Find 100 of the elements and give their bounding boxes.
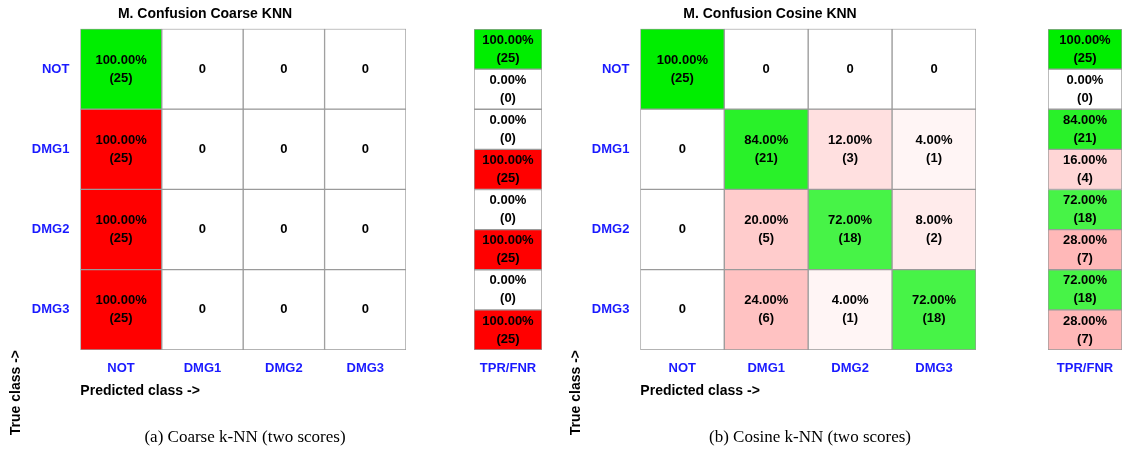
data-label: 16.00% [1062, 152, 1108, 168]
annotation: (21) [1073, 129, 1097, 145]
annotation: (25) [109, 69, 133, 85]
data-label: 0 [361, 60, 369, 76]
data-label: 100.00% [482, 312, 535, 328]
y-tick-label: NOT [601, 60, 630, 76]
text: (b) Cosine k-NN (two scores) [708, 427, 912, 447]
data-label: 0.00% [489, 111, 527, 127]
x-tick-label: DMG1 [747, 360, 786, 376]
x-tick-label: DMG3 [915, 360, 953, 376]
data-label: 0 [280, 60, 288, 76]
x-axis-title: Predicted class -> [640, 382, 760, 399]
data-label: 72.00% [828, 212, 873, 228]
data-label: 72.00% [912, 292, 957, 308]
data-label: 4.00% [915, 131, 953, 147]
y-tick-label: DMG1 [31, 140, 70, 156]
annotation: (25) [496, 49, 520, 65]
annotation: (18) [1073, 290, 1097, 306]
annotation: (25) [1073, 49, 1097, 65]
y-tick-label: DMG3 [31, 301, 70, 317]
annotation: (25) [496, 250, 520, 266]
annotation: (7) [1077, 330, 1093, 346]
data-label: 0 [280, 221, 288, 237]
y-tick-label: NOT [41, 60, 70, 76]
chart-title: M. Confusion Coarse KNN [117, 5, 293, 22]
data-label: 0 [762, 60, 770, 76]
annotation: (0) [500, 129, 516, 145]
data-label: 100.00% [482, 232, 535, 248]
data-label: 100.00% [482, 31, 535, 47]
annotation: (1) [842, 310, 859, 326]
annotation: (0) [1077, 89, 1093, 105]
data-label: 28.00% [1062, 312, 1108, 328]
x-tick-label: DMG2 [265, 360, 303, 376]
x-tick-label: NOT [668, 360, 697, 376]
data-label: 0 [678, 221, 686, 237]
annotation: (21) [754, 149, 778, 165]
annotation: (25) [496, 330, 520, 346]
data-label: 0 [846, 60, 854, 76]
data-label: 0 [930, 60, 938, 76]
data-label: 0 [361, 221, 369, 237]
annotation: (4) [1077, 170, 1093, 186]
annotation: (25) [109, 149, 133, 165]
data-label: 28.00% [1062, 232, 1108, 248]
annotation: (1) [926, 149, 942, 165]
data-label: 84.00% [1062, 111, 1108, 127]
x-tick-label: TPR/FNR [1056, 360, 1114, 376]
data-label: 100.00% [95, 292, 148, 308]
annotation: (2) [926, 230, 942, 246]
annotation: (0) [500, 210, 516, 226]
y-tick-label: DMG2 [31, 221, 70, 237]
data-label: 72.00% [1062, 272, 1108, 288]
x-tick-label: DMG2 [831, 360, 869, 376]
x-tick-label: TPR/FNR [479, 360, 537, 376]
x-axis-title: Predicted class -> [80, 382, 200, 399]
data-label: 0 [678, 140, 686, 156]
annotation: (25) [670, 69, 694, 85]
data-label: 0 [361, 301, 369, 317]
data-label: 12.00% [828, 131, 873, 147]
annotation: (25) [109, 310, 133, 326]
annotation: (18) [838, 230, 862, 246]
y-axis-title: True class -> [7, 350, 24, 436]
data-label: 4.00% [831, 292, 869, 308]
data-label: 0 [361, 140, 369, 156]
x-tick-label: DMG1 [183, 360, 222, 376]
data-label: 100.00% [1059, 31, 1112, 47]
data-label: 100.00% [95, 131, 148, 147]
data-label: 0 [198, 301, 207, 317]
annotation: (6) [758, 310, 775, 326]
data-label: 84.00% [744, 131, 789, 147]
data-label: 0 [198, 140, 207, 156]
annotation: (18) [1073, 210, 1097, 226]
annotation: (3) [842, 149, 859, 165]
data-label: 100.00% [482, 152, 535, 168]
data-label: 0.00% [489, 272, 527, 288]
annotation: (0) [500, 89, 516, 105]
data-label: 0.00% [489, 192, 527, 208]
annotation: (0) [500, 290, 516, 306]
annotation: (18) [922, 310, 946, 326]
y-axis-title: True class -> [567, 350, 584, 436]
data-label: 72.00% [1062, 192, 1108, 208]
text: (a) Coarse k-NN (two scores) [144, 427, 346, 447]
y-tick-label: DMG2 [591, 221, 630, 237]
annotation: (25) [496, 170, 520, 186]
data-label: 0.00% [489, 71, 527, 87]
data-label: 8.00% [915, 212, 953, 228]
data-label: 0 [280, 140, 288, 156]
annotation: (5) [758, 230, 775, 246]
data-label: 0 [280, 301, 288, 317]
x-tick-label: NOT [107, 360, 135, 376]
y-tick-label: DMG1 [591, 140, 630, 156]
data-label: 100.00% [95, 51, 148, 67]
chart-title: M. Confusion Cosine KNN [683, 5, 857, 22]
data-label: 0 [198, 60, 207, 76]
data-label: 0.00% [1066, 71, 1104, 87]
annotation: (25) [109, 230, 133, 246]
x-tick-label: DMG3 [346, 360, 385, 376]
data-label: 20.00% [744, 212, 789, 228]
data-label: 24.00% [744, 292, 789, 308]
data-label: 100.00% [95, 212, 148, 228]
data-label: 100.00% [656, 51, 709, 67]
